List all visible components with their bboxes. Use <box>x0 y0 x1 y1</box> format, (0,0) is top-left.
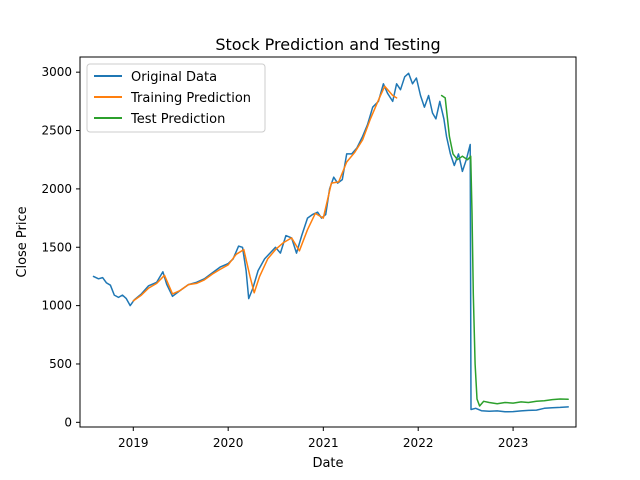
x-tick-label: 2022 <box>403 436 434 450</box>
series-line-original-data <box>92 72 569 413</box>
plot-frame <box>79 56 577 428</box>
x-tick-label: 2020 <box>213 436 244 450</box>
y-tick-label: 1000 <box>41 299 72 313</box>
series-line-training-prediction <box>132 85 398 302</box>
legend-label-test-prediction: Test Prediction <box>130 112 225 127</box>
y-axis-label: Close Price <box>15 206 30 277</box>
x-tick-label: 2023 <box>498 436 529 450</box>
y-tick-label: 0 <box>64 415 72 429</box>
y-axis: 0 500 1000 1500 2000 2500 3000 <box>41 65 80 429</box>
y-tick-label: 2500 <box>41 124 72 138</box>
legend-box <box>86 63 266 133</box>
legend-label-original-data: Original Data <box>131 70 217 85</box>
x-axis: 2019 2020 2021 2022 2023 <box>118 427 528 450</box>
y-tick-label: 3000 <box>41 65 72 79</box>
y-tick-label: 500 <box>49 357 72 371</box>
series-line-test-prediction <box>440 94 569 407</box>
legend-label-training-prediction: Training Prediction <box>130 91 251 106</box>
x-tick-label: 2021 <box>308 436 339 450</box>
legend: Original Data Training Prediction Test P… <box>86 63 266 133</box>
x-tick-label: 2019 <box>118 436 149 450</box>
chart-title: Stock Prediction and Testing <box>215 35 440 54</box>
y-tick-label: 1500 <box>41 240 72 254</box>
plot-area <box>79 56 577 428</box>
y-tick-label: 2000 <box>41 182 72 196</box>
series-layer <box>92 72 569 413</box>
x-axis-label: Date <box>312 456 343 471</box>
